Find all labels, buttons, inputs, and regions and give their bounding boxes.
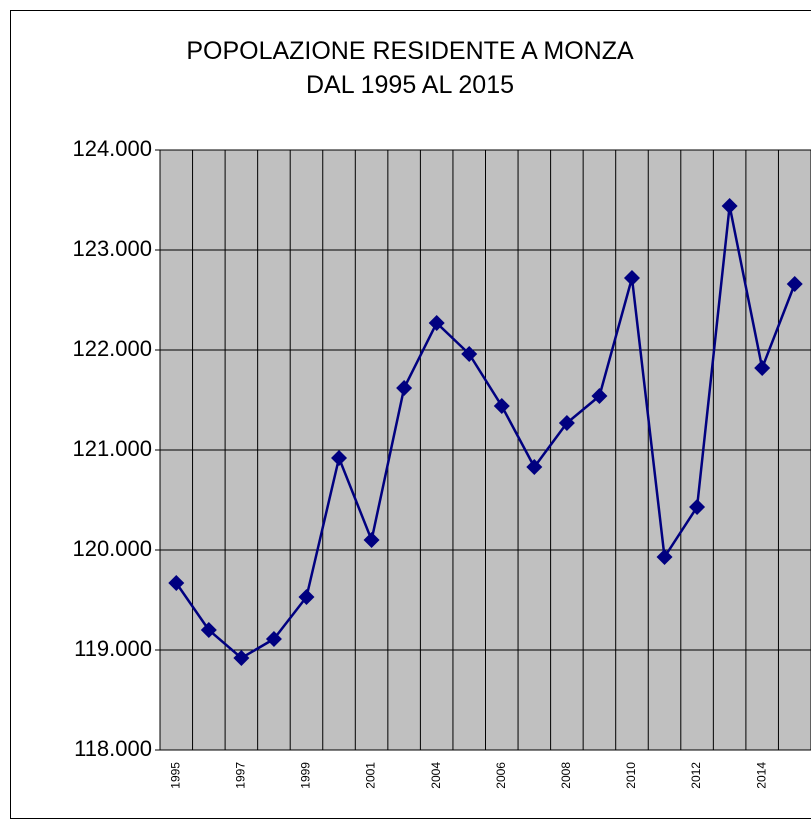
data-marker: [526, 459, 543, 475]
data-marker: [558, 415, 575, 431]
data-marker: [689, 499, 706, 515]
data-marker: [656, 549, 673, 565]
data-marker: [786, 276, 803, 292]
y-tick-label: 120.000: [72, 536, 152, 561]
data-marker: [428, 315, 445, 331]
x-tick-label: 2014: [754, 762, 768, 789]
data-marker: [754, 360, 771, 376]
x-tick-label: 1999: [299, 762, 313, 789]
data-marker: [233, 650, 250, 666]
data-marker: [363, 532, 380, 548]
data-marker: [298, 589, 315, 605]
data-marker: [591, 388, 608, 404]
y-tick-label: 123.000: [72, 236, 152, 261]
chart-title: POPOLAZIONE RESIDENTE A MONZA DAL 1995 A…: [186, 37, 634, 99]
x-tick-label: 1997: [234, 762, 248, 789]
x-tick-label: 2006: [494, 762, 508, 789]
data-marker: [721, 198, 738, 214]
data-marker: [396, 380, 413, 396]
data-marker: [493, 398, 510, 414]
x-tick-label: 2008: [559, 762, 573, 789]
x-tick-label: 2012: [689, 762, 703, 789]
x-tick-label: 2004: [429, 762, 443, 789]
data-marker: [265, 631, 282, 647]
x-tick-label: 2001: [364, 762, 378, 789]
x-tick-label: 2010: [624, 762, 638, 789]
data-marker: [331, 450, 348, 466]
y-tick-label: 119.000: [74, 636, 152, 661]
y-tick-label: 122.000: [72, 336, 152, 361]
x-tick-label: 1995: [168, 762, 182, 789]
data-marker: [461, 346, 478, 362]
y-tick-label: 118.000: [74, 736, 152, 761]
y-tick-label: 124.000: [72, 136, 152, 161]
data-line: [175, 205, 796, 660]
data-marker: [168, 575, 185, 591]
data-marker: [623, 270, 640, 286]
y-tick-label: 121.000: [72, 436, 152, 461]
data-marker: [200, 622, 217, 638]
